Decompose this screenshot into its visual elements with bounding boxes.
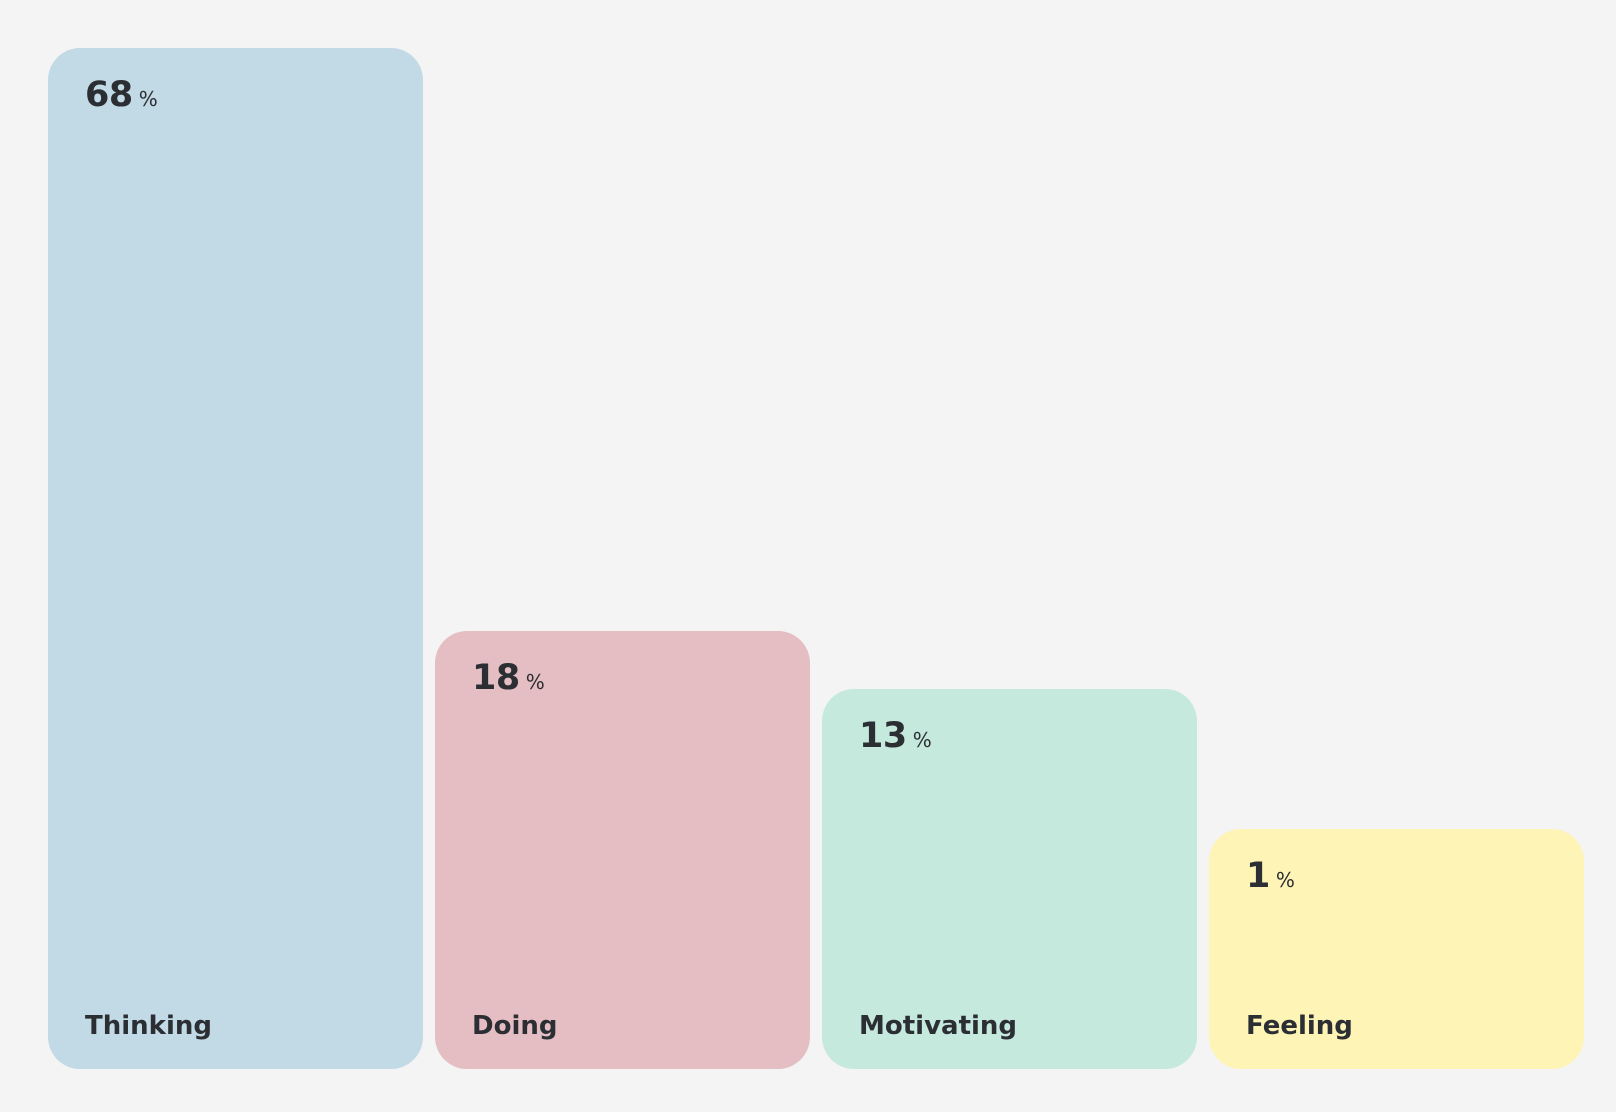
bar-feeling: 1% Feeling	[1209, 829, 1584, 1069]
bar-value-label: 68%	[85, 78, 158, 113]
bar-category-label: Thinking	[85, 1011, 212, 1041]
bar-value-number: 18	[472, 658, 520, 698]
bar-category-label: Feeling	[1246, 1011, 1353, 1041]
bar-thinking: 68% Thinking	[48, 48, 423, 1069]
bar-value-unit: %	[1275, 868, 1295, 892]
bar-doing: 18% Doing	[435, 631, 810, 1069]
bar-motivating: 13% Motivating	[822, 689, 1197, 1069]
bar-category-label: Motivating	[859, 1011, 1018, 1041]
bar-value-label: 13%	[859, 719, 932, 754]
bar-value-unit: %	[912, 728, 932, 752]
bar-value-unit: %	[138, 87, 158, 111]
bar-value-label: 1%	[1246, 859, 1295, 894]
bar-value-number: 13	[859, 716, 907, 756]
bar-category-label: Doing	[472, 1011, 558, 1041]
bar-value-unit: %	[525, 670, 545, 694]
bar-value-number: 1	[1246, 856, 1270, 896]
bar-value-label: 18%	[472, 661, 545, 696]
bar-value-number: 68	[85, 75, 133, 115]
